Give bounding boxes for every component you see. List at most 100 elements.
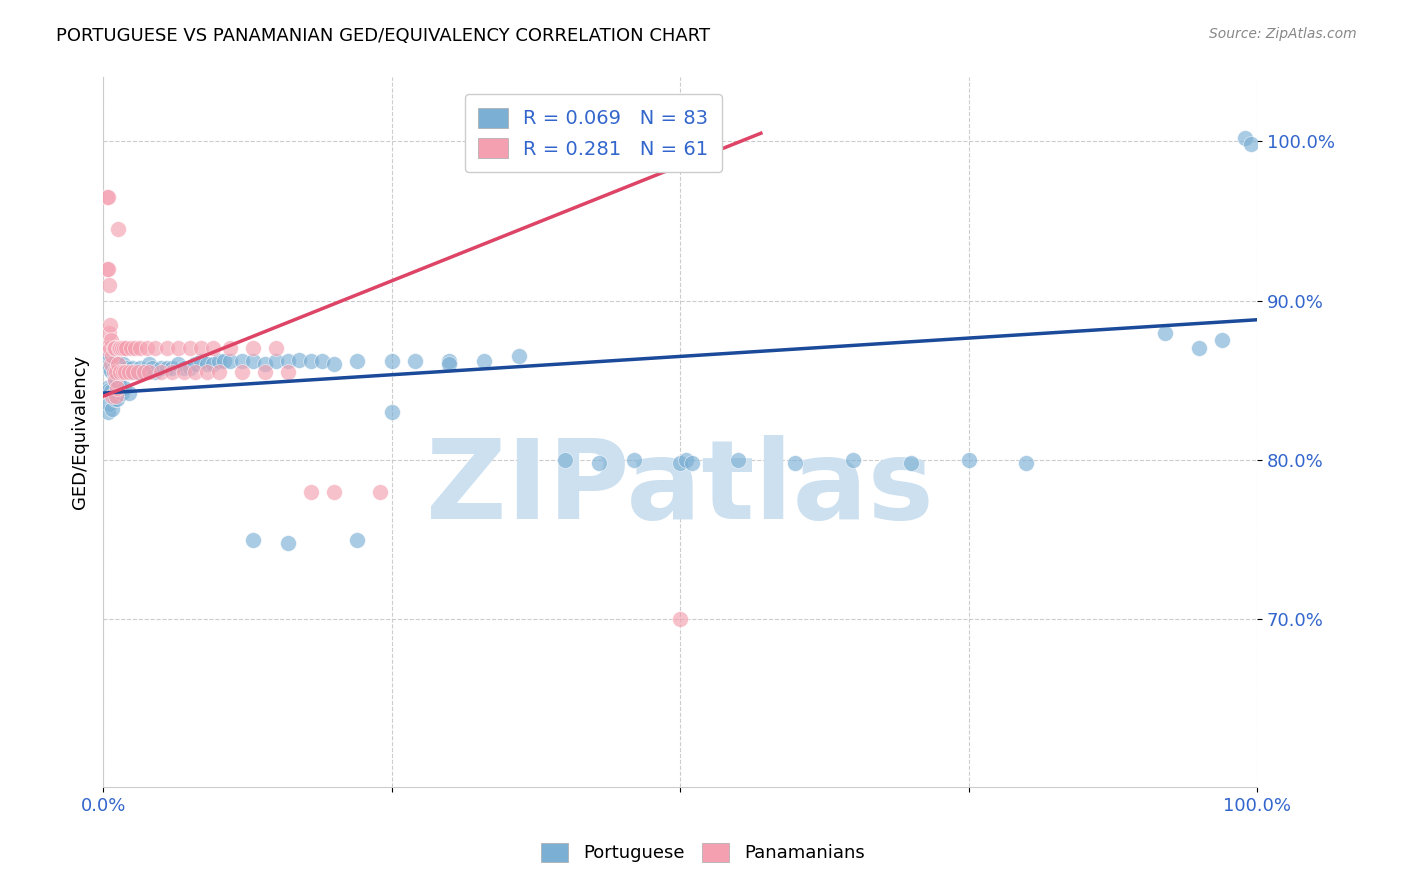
Point <box>101 350 124 364</box>
Point <box>277 536 299 550</box>
Point <box>957 453 980 467</box>
Point <box>381 405 404 419</box>
Point <box>346 533 368 547</box>
Point <box>94 342 117 356</box>
Point <box>1234 131 1257 145</box>
Point <box>143 365 166 379</box>
Legend: Portuguese, Panamanians: Portuguese, Panamanians <box>534 836 872 870</box>
Point <box>219 342 242 356</box>
Point <box>1211 334 1233 348</box>
Point <box>439 358 461 372</box>
Point <box>110 360 132 375</box>
Point <box>179 360 201 375</box>
Point <box>141 360 163 375</box>
Point <box>173 360 195 375</box>
Point <box>121 360 143 375</box>
Point <box>167 358 190 372</box>
Point <box>100 334 122 348</box>
Point <box>110 386 132 401</box>
Point <box>100 364 122 378</box>
Point <box>167 342 190 356</box>
Point <box>105 373 128 387</box>
Point <box>98 342 121 356</box>
Point <box>105 381 128 395</box>
Text: Source: ZipAtlas.com: Source: ZipAtlas.com <box>1209 27 1357 41</box>
Point <box>96 381 118 395</box>
Point <box>242 354 264 368</box>
Point <box>97 326 120 340</box>
Point <box>117 386 139 401</box>
Point <box>842 453 865 467</box>
Point <box>143 342 166 356</box>
Point <box>104 342 127 356</box>
Point <box>107 358 129 372</box>
Point <box>299 484 322 499</box>
Text: ZIPatlas: ZIPatlas <box>426 435 934 542</box>
Point <box>112 342 135 356</box>
Point <box>129 342 152 356</box>
Point <box>97 277 120 292</box>
Point <box>1015 456 1038 470</box>
Point <box>162 360 184 375</box>
Point <box>103 354 125 368</box>
Point <box>900 456 922 470</box>
Point <box>132 365 155 379</box>
Point <box>103 365 125 379</box>
Text: PORTUGUESE VS PANAMANIAN GED/EQUIVALENCY CORRELATION CHART: PORTUGUESE VS PANAMANIAN GED/EQUIVALENCY… <box>56 27 710 45</box>
Point <box>136 342 159 356</box>
Point <box>190 354 212 368</box>
Point <box>138 365 160 379</box>
Point <box>207 354 229 368</box>
Point <box>122 365 145 379</box>
Point <box>785 456 807 470</box>
Point <box>214 354 236 368</box>
Point <box>107 222 129 236</box>
Point <box>104 354 127 368</box>
Point <box>346 354 368 368</box>
Point <box>381 354 404 368</box>
Point <box>288 352 311 367</box>
Point <box>100 358 122 372</box>
Point <box>96 190 118 204</box>
Point <box>439 354 461 368</box>
Point <box>104 389 127 403</box>
Point <box>162 365 184 379</box>
Point <box>588 456 610 470</box>
Point <box>242 342 264 356</box>
Point <box>108 342 131 356</box>
Point <box>472 354 495 368</box>
Point <box>1240 137 1263 152</box>
Legend: R = 0.069   N = 83, R = 0.281   N = 61: R = 0.069 N = 83, R = 0.281 N = 61 <box>465 95 721 172</box>
Point <box>201 358 224 372</box>
Point <box>110 365 132 379</box>
Point <box>554 453 576 467</box>
Point <box>669 456 692 470</box>
Point <box>264 354 287 368</box>
Point <box>127 365 149 379</box>
Point <box>96 261 118 276</box>
Point <box>681 456 703 470</box>
Point <box>124 365 146 379</box>
Point <box>110 342 132 356</box>
Point <box>179 342 201 356</box>
Point <box>207 365 229 379</box>
Point <box>231 354 253 368</box>
Point <box>108 378 131 392</box>
Point <box>118 365 141 379</box>
Point <box>299 354 322 368</box>
Point <box>100 384 122 399</box>
Point <box>231 365 253 379</box>
Point <box>97 190 120 204</box>
Point <box>669 612 692 626</box>
Point <box>404 354 426 368</box>
Point <box>1153 326 1175 340</box>
Point <box>97 383 120 397</box>
Point <box>253 358 276 372</box>
Point <box>115 342 138 356</box>
Point <box>173 365 195 379</box>
Point <box>96 354 118 368</box>
Point <box>97 261 120 276</box>
Point <box>149 365 172 379</box>
Point <box>190 342 212 356</box>
Point <box>124 342 146 356</box>
